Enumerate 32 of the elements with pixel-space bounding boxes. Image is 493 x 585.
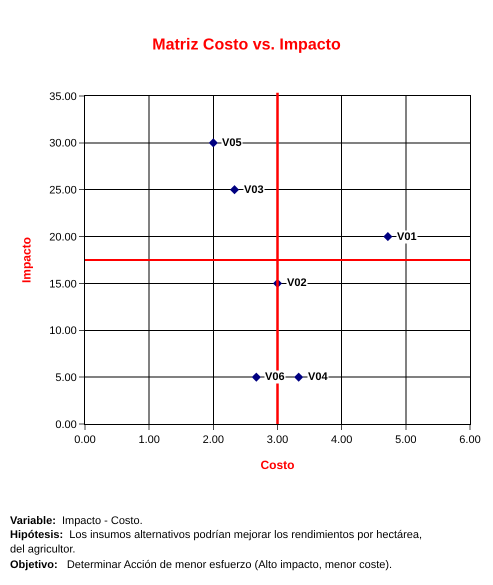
y-tick-label: 20.00: [49, 231, 77, 244]
chart-title: Matriz Costo vs. Impacto: [152, 36, 341, 54]
x-tick-label: 1.00: [138, 434, 160, 446]
x-tick-label: 5.00: [395, 434, 417, 446]
point: [230, 185, 240, 194]
point: [208, 138, 218, 148]
y-tick-label: 25.00: [49, 184, 77, 197]
y-axis-title: Impacto: [20, 236, 34, 284]
y-tick-label: 0.00: [55, 418, 77, 431]
text: Hipótesis: Los insumos alternativos podrían mejorar los rendimientos por hectárea, del agricultor.: [10, 529, 422, 556]
annotation: V05: [222, 137, 242, 149]
annotation: V06: [265, 371, 285, 383]
annotation: V04: [308, 371, 328, 383]
x-tick-label: 4.00: [330, 434, 352, 446]
point: [252, 372, 261, 382]
x-tick-label: 6.00: [459, 434, 481, 446]
annotation: V03: [244, 184, 264, 196]
annotation: V02: [287, 277, 307, 289]
point: [383, 232, 392, 242]
x-tick-label: 0.00: [74, 434, 96, 446]
x-axis-title: Costo: [260, 458, 294, 472]
annotation: V01: [397, 231, 417, 243]
y-tick-label: 30.00: [49, 138, 77, 150]
text: Variable: Impacto - Costo.: [10, 515, 143, 527]
y-tick-label: 5.00: [55, 372, 77, 384]
x-tick-label: 2.00: [202, 434, 224, 446]
text: Objetivo: Determinar Acción de menor esfuerzo (Alto impacto, menor coste).: [10, 559, 392, 571]
y-tick-label: 10.00: [49, 325, 77, 338]
y-tick-label: 15.00: [49, 278, 77, 290]
x-tick-label: 3.00: [266, 434, 288, 446]
point: [294, 372, 304, 382]
y-tick-label: 35.00: [49, 90, 77, 103]
